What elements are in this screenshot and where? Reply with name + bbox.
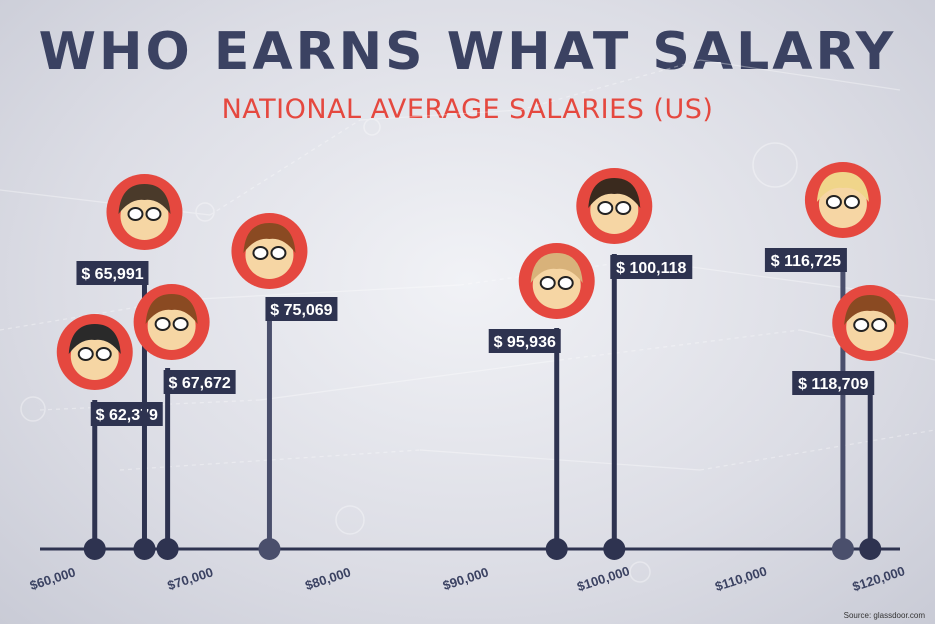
network-line bbox=[699, 429, 935, 471]
value-label: $ 118,709 bbox=[798, 376, 868, 393]
network-line bbox=[259, 359, 561, 401]
x-tick-label: $70,000 bbox=[166, 564, 215, 593]
salary-marker: $ 100,118 bbox=[576, 168, 693, 560]
worker-avatar-icon bbox=[576, 168, 653, 244]
salary-marker: $ 62,379 bbox=[56, 314, 163, 560]
avatar-face bbox=[846, 303, 895, 351]
value-label: $ 100,118 bbox=[616, 260, 686, 277]
x-tick-label: $100,000 bbox=[575, 563, 631, 594]
salary-point bbox=[133, 538, 156, 560]
avatar-eye bbox=[77, 347, 94, 361]
worker-avatar-icon bbox=[804, 162, 881, 238]
salary-marker: $ 116,725 bbox=[764, 162, 881, 560]
value-label: $ 67,672 bbox=[168, 375, 230, 392]
network-node bbox=[752, 142, 798, 188]
avatar-eye bbox=[172, 317, 189, 331]
network-line bbox=[179, 284, 461, 301]
avatar-eye bbox=[843, 195, 860, 209]
avatar-eye bbox=[853, 318, 870, 332]
salary-point bbox=[156, 538, 179, 560]
network-node bbox=[20, 396, 46, 422]
source-note: Source: glassdoor.com bbox=[843, 611, 925, 620]
avatar-eye bbox=[154, 317, 171, 331]
value-label: $ 65,991 bbox=[81, 266, 143, 283]
avatar-face bbox=[70, 332, 119, 380]
salary-marker: $ 118,709 bbox=[792, 285, 909, 560]
avatar-face bbox=[147, 302, 196, 350]
avatar-face bbox=[590, 186, 639, 234]
avatar-hair bbox=[530, 253, 583, 283]
avatar-eye bbox=[615, 201, 632, 215]
value-label-box bbox=[90, 402, 163, 426]
avatar-hair bbox=[118, 184, 171, 214]
salary-marker: $ 75,069 bbox=[231, 213, 338, 560]
value-label-box bbox=[764, 248, 847, 272]
value-label-box bbox=[265, 297, 338, 321]
worker-avatar-icon bbox=[832, 285, 909, 361]
avatar-eye bbox=[252, 246, 269, 260]
network-line bbox=[559, 329, 801, 361]
network-line bbox=[359, 109, 521, 121]
x-tick-label: $110,000 bbox=[713, 563, 769, 594]
avatar-eye bbox=[557, 276, 574, 290]
value-label: $ 116,725 bbox=[771, 253, 841, 270]
avatar-eye bbox=[95, 347, 112, 361]
salary-point bbox=[258, 538, 281, 560]
value-label-box bbox=[76, 261, 149, 285]
avatar-eye bbox=[597, 201, 614, 215]
avatar-face bbox=[245, 231, 294, 279]
worker-avatar-icon bbox=[518, 243, 595, 319]
network-line bbox=[419, 449, 701, 471]
salary-point bbox=[831, 538, 854, 560]
avatar-hair bbox=[588, 178, 641, 208]
x-tick-label: $90,000 bbox=[441, 564, 490, 593]
network-node bbox=[629, 561, 651, 583]
avatar-eye bbox=[825, 195, 842, 209]
value-label: $ 62,379 bbox=[96, 407, 158, 424]
avatar-face bbox=[532, 261, 581, 309]
value-label: $ 75,069 bbox=[270, 302, 332, 319]
x-tick-label: $60,000 bbox=[28, 564, 77, 593]
avatar-eye bbox=[871, 318, 888, 332]
value-label-box bbox=[163, 370, 236, 394]
x-tick-label: $120,000 bbox=[851, 563, 907, 594]
avatar-eye bbox=[127, 207, 144, 221]
value-label: $ 95,936 bbox=[494, 334, 556, 351]
network-line bbox=[519, 59, 701, 111]
avatar-face bbox=[818, 180, 867, 228]
salary-point bbox=[545, 538, 568, 560]
avatar-eye bbox=[145, 207, 162, 221]
network-line bbox=[699, 59, 901, 91]
avatar-face bbox=[120, 192, 169, 240]
value-label-box bbox=[792, 371, 875, 395]
salary-point bbox=[859, 538, 882, 560]
x-tick-label: $80,000 bbox=[303, 564, 352, 593]
avatar-hair bbox=[816, 172, 869, 202]
avatar-hair bbox=[844, 295, 897, 325]
avatar-hair bbox=[145, 294, 198, 324]
avatar-eye bbox=[539, 276, 556, 290]
worker-avatar-icon bbox=[106, 174, 183, 250]
network-node bbox=[363, 118, 381, 136]
worker-avatar-icon bbox=[231, 213, 308, 289]
network-line bbox=[209, 119, 361, 216]
avatar-hair bbox=[68, 324, 121, 354]
salary-point bbox=[603, 538, 626, 560]
salary-marker: $ 95,936 bbox=[488, 243, 595, 560]
value-label-box bbox=[488, 329, 561, 353]
salary-point bbox=[83, 538, 106, 560]
network-node bbox=[195, 202, 215, 222]
chart-subtitle: NATIONAL AVERAGE SALARIES (US) bbox=[221, 94, 714, 125]
salary-marker: $ 67,672 bbox=[133, 284, 236, 560]
chart-title: WHO EARNS WHAT SALARY bbox=[38, 22, 897, 82]
avatar-hair bbox=[243, 223, 296, 253]
worker-avatar-icon bbox=[133, 284, 210, 360]
value-label-box bbox=[610, 255, 693, 279]
avatar-eye bbox=[270, 246, 287, 260]
network-node bbox=[335, 505, 365, 535]
worker-avatar-icon bbox=[56, 314, 133, 390]
